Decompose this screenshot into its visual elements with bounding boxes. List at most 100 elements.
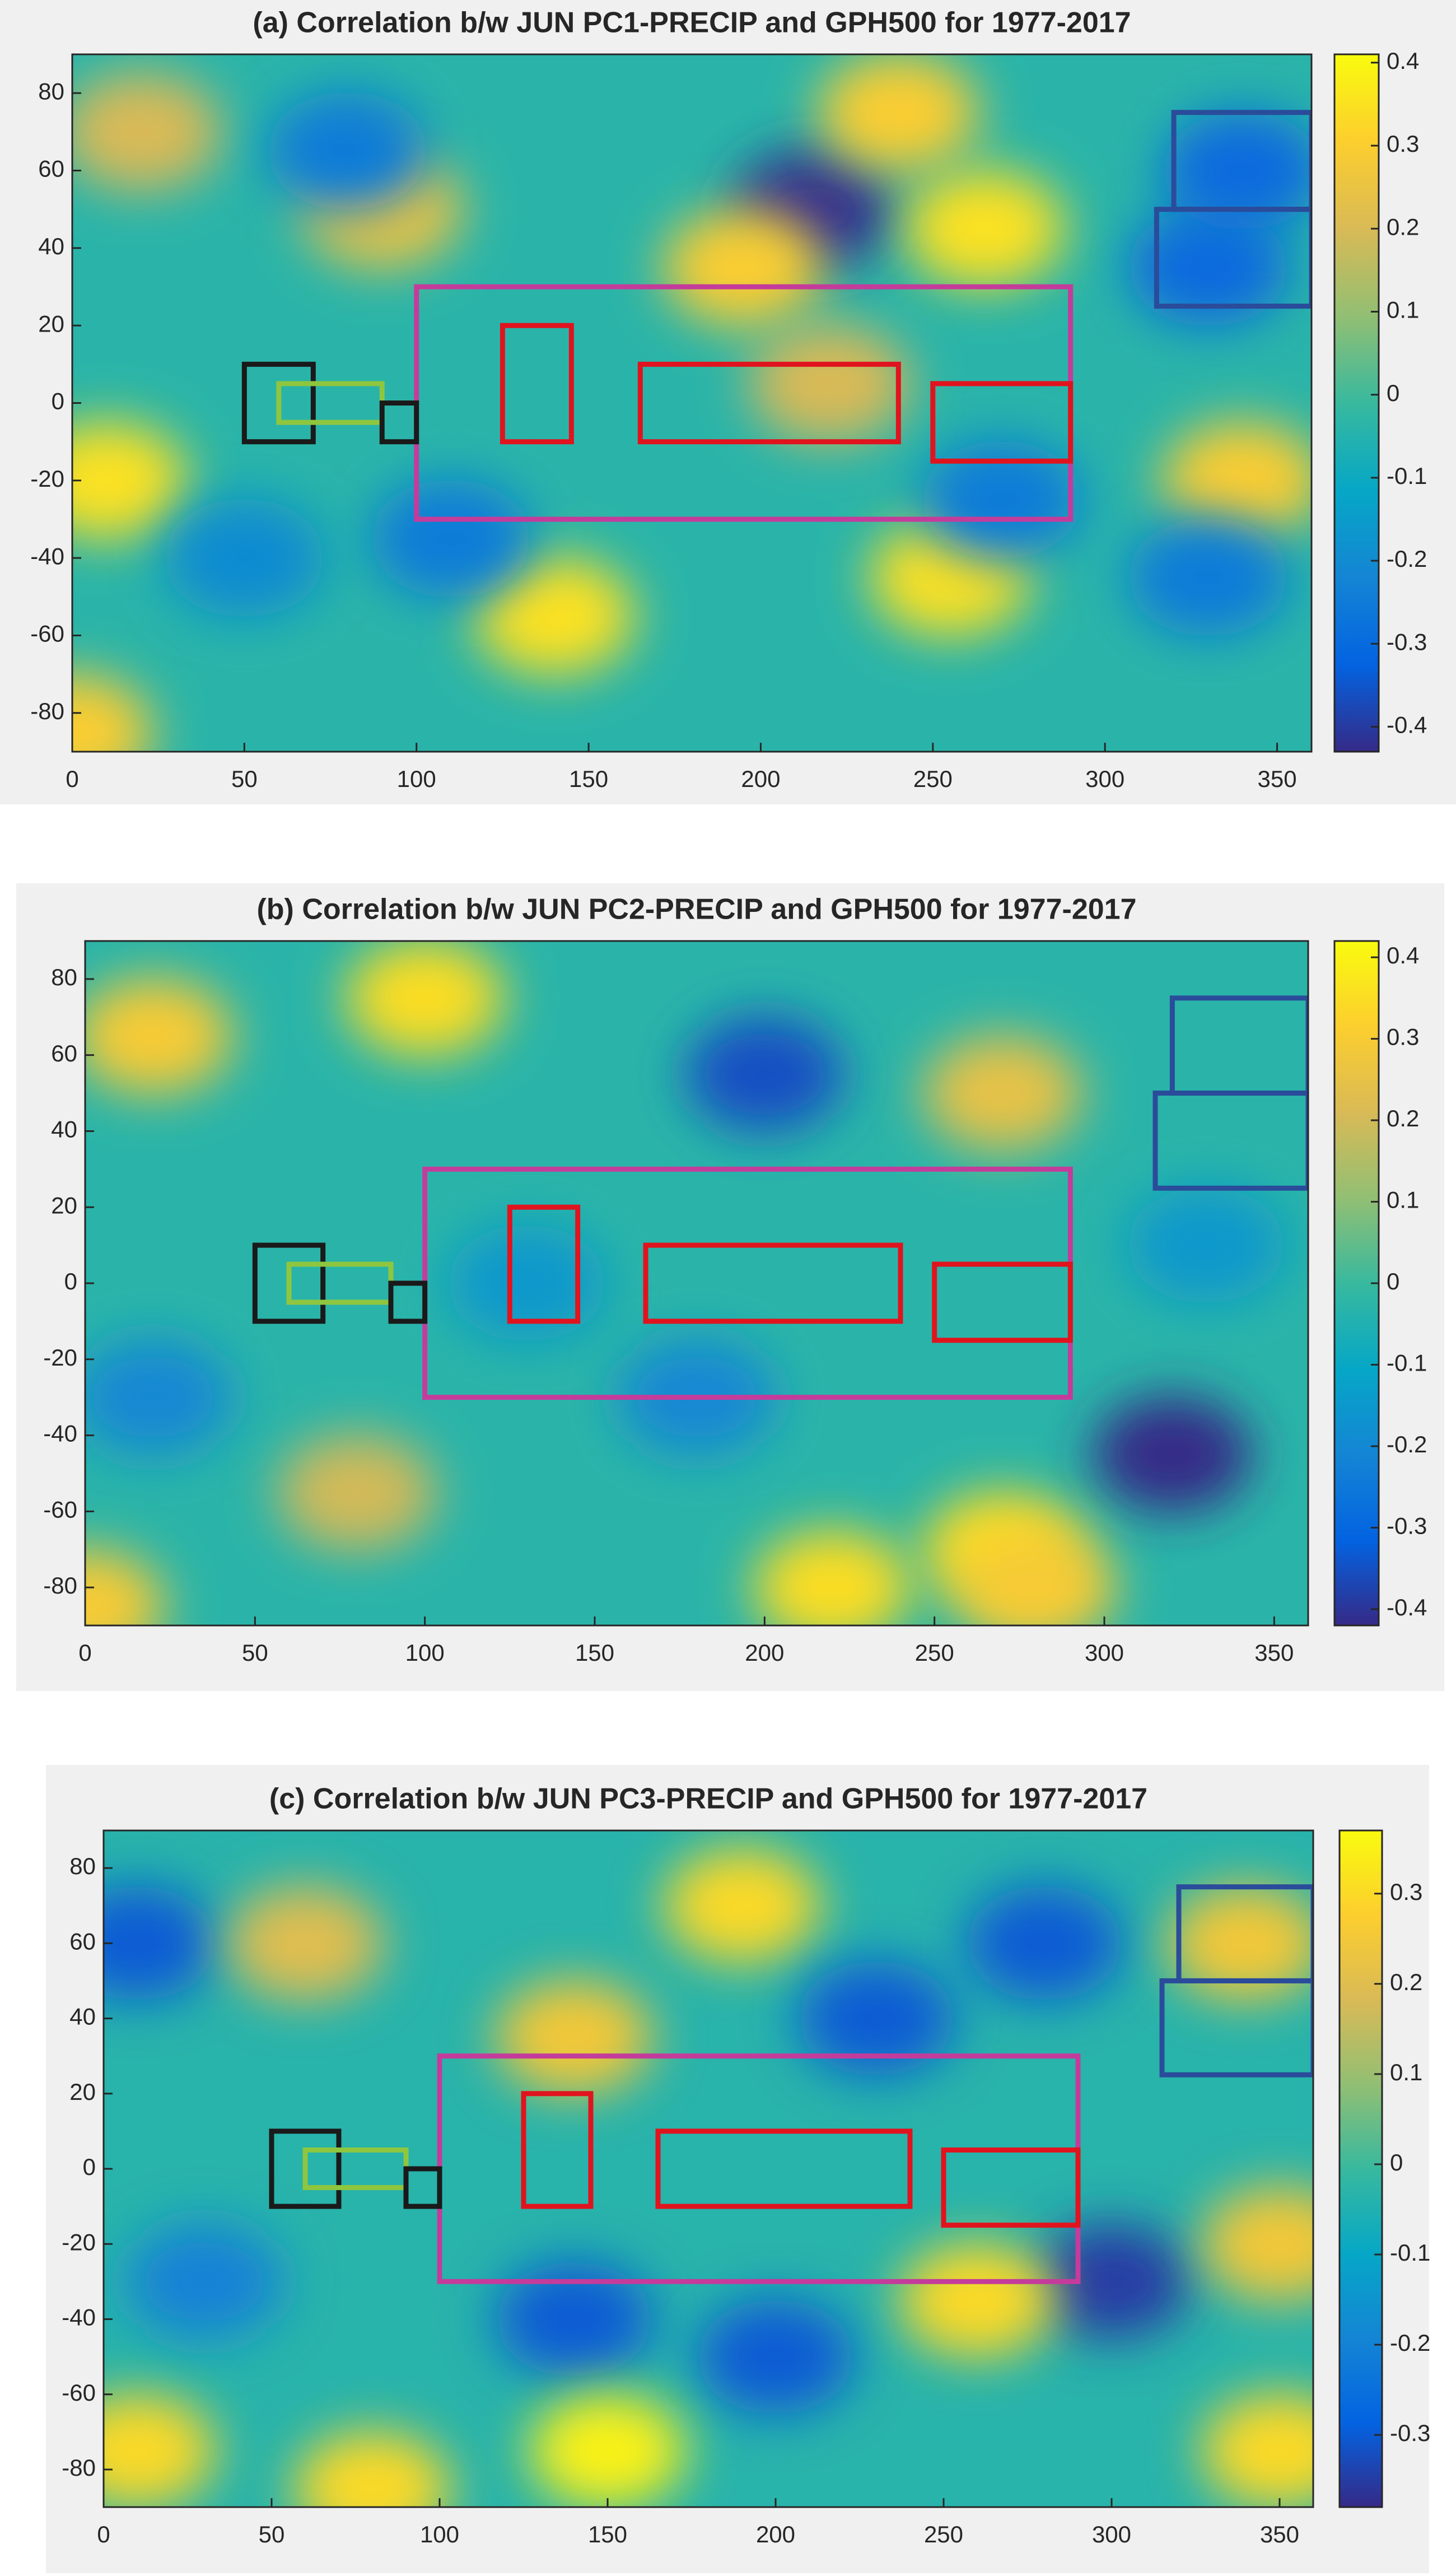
colorbar-tick-label: -0.3 [1390, 2420, 1430, 2446]
y-tick-label: -60 [62, 2379, 96, 2406]
x-tick-label: 350 [1254, 1639, 1294, 1666]
y-tick-label: 60 [38, 156, 64, 182]
region-box [507, 1204, 581, 1324]
colorbar-tick-label: -0.1 [1387, 1350, 1427, 1376]
x-tick-label: 250 [915, 1639, 954, 1666]
x-tick-label: 0 [78, 1639, 91, 1666]
x-tick-label: 300 [1085, 766, 1124, 792]
y-tick-label: -20 [62, 2229, 96, 2255]
correlation-center [72, 673, 153, 752]
colorbar-tick-label: 0 [1387, 1268, 1399, 1294]
correlation-center [495, 2261, 653, 2377]
correlation-center [1201, 2393, 1313, 2507]
correlation-center [818, 54, 979, 172]
correlation-center [898, 2243, 1056, 2358]
correlation-center [267, 92, 428, 211]
colorbar-tick-label: 0.1 [1387, 297, 1419, 323]
region-box [252, 1242, 326, 1324]
y-tick-label: -80 [30, 698, 64, 724]
colorbar-tick-label: 0.2 [1387, 213, 1419, 240]
map-field [72, 54, 1312, 752]
colorbar-tick-label: 0.1 [1390, 2059, 1422, 2085]
region-box [941, 2147, 1081, 2228]
colorbar-tick-label: 0.3 [1387, 131, 1419, 157]
correlation-center [293, 2430, 451, 2507]
y-tick-label: 0 [64, 1268, 77, 1294]
x-tick-label: 100 [397, 766, 436, 792]
y-tick-label: 80 [38, 78, 64, 104]
x-tick-label: 150 [588, 2521, 627, 2547]
correlation-center [226, 1885, 384, 2001]
y-tick-label: -40 [43, 1420, 77, 1447]
region-box [932, 1261, 1073, 1343]
correlation-center [1127, 1187, 1286, 1303]
colorbar-tick-label: 0.3 [1390, 1879, 1422, 1905]
region-box [403, 2166, 442, 2209]
correlation-center [749, 324, 911, 443]
correlation-center [1167, 1885, 1313, 2001]
correlation-center [685, 1016, 844, 1133]
y-tick-label: -20 [43, 1344, 77, 1371]
colorbar [1333, 53, 1380, 753]
correlation-center [1162, 421, 1312, 540]
x-tick-label: 100 [405, 1639, 445, 1666]
x-tick-label: 350 [1257, 766, 1296, 792]
y-tick-label: -80 [43, 1572, 77, 1599]
correlation-center [965, 1885, 1123, 2001]
chart-title: (b) Correlation b/w JUN PC2-PRECIP and G… [256, 893, 1136, 926]
map-background [72, 54, 1312, 752]
region-box [500, 323, 574, 445]
colorbar-tick-label: -0.2 [1387, 546, 1427, 572]
y-tick-label: 40 [51, 1116, 77, 1143]
correlation-center [1127, 208, 1289, 327]
chart-title: (c) Correlation b/w JUN PC3-PRECIP and G… [269, 1783, 1147, 1815]
region-box [930, 381, 1074, 464]
colorbar-tick-label: 0 [1387, 380, 1399, 406]
x-tick-label: 300 [1085, 1639, 1124, 1666]
colorbar-tick-label: 0 [1390, 2149, 1403, 2176]
region-box [637, 361, 901, 445]
correlation-center [663, 1848, 821, 1963]
y-tick-label: -60 [30, 621, 64, 647]
correlation-center [1093, 1396, 1252, 1513]
x-tick-label: 150 [575, 1639, 614, 1666]
correlation-center [370, 479, 532, 598]
y-tick-label: 40 [69, 2004, 96, 2030]
correlation-center [85, 977, 233, 1094]
correlation-center [164, 499, 325, 617]
correlation-center [72, 421, 188, 540]
colorbar-tick-label: -0.2 [1387, 1431, 1427, 1457]
colorbar-tick-label: -0.1 [1390, 2239, 1430, 2266]
region-box [1159, 1978, 1313, 2077]
y-tick-label: 20 [38, 310, 64, 337]
y-tick-label: -40 [30, 543, 64, 569]
colorbar-tick-label: -0.1 [1387, 463, 1427, 489]
y-tick-label: -60 [43, 1496, 77, 1522]
x-tick-label: 300 [1092, 2521, 1131, 2547]
y-tick-label: -40 [62, 2304, 96, 2331]
region-box [241, 361, 316, 445]
region-box [643, 1242, 903, 1324]
y-tick-label: 0 [83, 2154, 96, 2180]
region-box [1152, 1091, 1308, 1191]
correlation-center [104, 1885, 216, 2001]
x-tick-label: 200 [756, 2521, 795, 2547]
correlation-center [85, 1548, 165, 1625]
correlation-center [1033, 2224, 1191, 2340]
x-tick-label: 50 [259, 2521, 285, 2547]
map-field [85, 941, 1308, 1625]
y-tick-label: 60 [69, 1928, 96, 1954]
region-box [269, 2128, 342, 2209]
correlation-center [1201, 2186, 1313, 2302]
colorbar-tick-label: 0.3 [1387, 1024, 1419, 1050]
colorbar [1338, 1829, 1383, 2508]
x-tick-label: 250 [924, 2521, 963, 2547]
correlation-center [72, 72, 222, 192]
correlation-center [473, 557, 635, 676]
colorbar-tick-label: -0.4 [1387, 712, 1427, 738]
y-tick-label: 20 [51, 1192, 77, 1218]
x-tick-label: 150 [569, 766, 608, 792]
map-background [85, 941, 1308, 1625]
